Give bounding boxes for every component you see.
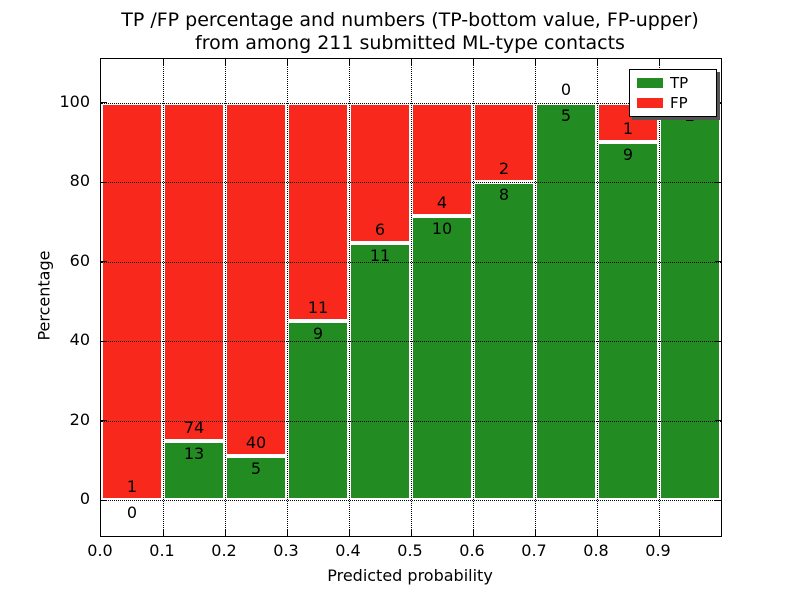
right-tick — [715, 420, 721, 422]
vertical-gridline — [225, 59, 226, 536]
bottom-tick — [658, 530, 660, 536]
vertical-gridline — [287, 59, 288, 536]
right-tick — [715, 340, 721, 342]
x-tick-label: 0.7 — [521, 541, 547, 560]
legend-label-tp: TP — [670, 74, 689, 92]
y-tick-label: 20 — [69, 409, 90, 429]
bottom-tick — [348, 530, 350, 536]
vertical-gridline — [535, 59, 536, 536]
top-tick — [472, 59, 474, 65]
tp-bar-segment — [163, 440, 225, 501]
vertical-gridline — [473, 59, 474, 536]
right-tick — [715, 499, 721, 501]
x-tick-label: 0.0 — [87, 541, 113, 560]
fp-swatch-icon — [637, 98, 663, 108]
bottom-tick — [534, 530, 536, 536]
fp-bar-segment — [411, 102, 473, 217]
bottom-tick — [224, 530, 226, 536]
tp-bar-segment — [287, 321, 349, 501]
fp-bar-segment — [473, 102, 535, 183]
left-tick — [101, 340, 107, 342]
vertical-gridline — [597, 59, 598, 536]
left-tick — [101, 261, 107, 263]
left-tick — [101, 499, 107, 501]
chart-title: TP /FP percentage and numbers (TP-bottom… — [100, 9, 720, 55]
top-tick — [534, 59, 536, 65]
x-tick-label: 0.1 — [149, 541, 175, 560]
x-tick-label: 0.8 — [583, 541, 609, 560]
left-tick — [101, 102, 107, 104]
x-tick-label: 0.4 — [335, 541, 361, 560]
top-tick — [410, 59, 412, 65]
plot-area: 10741340511961141028051902 TP FP — [100, 58, 722, 537]
legend-item-fp: FP — [637, 95, 709, 111]
left-tick — [101, 181, 107, 183]
vertical-gridline — [659, 59, 660, 536]
vertical-gridline — [163, 59, 164, 536]
top-tick — [162, 59, 164, 65]
fp-bar-segment — [225, 102, 287, 457]
chart-title-line2: from among 211 submitted ML-type contact… — [195, 32, 625, 54]
fp-bar-segment — [163, 102, 225, 441]
x-tick-label: 0.6 — [459, 541, 485, 560]
y-tick-label: 0 — [79, 489, 90, 509]
y-tick-label: 80 — [69, 171, 90, 191]
y-tick-label: 60 — [69, 250, 90, 270]
y-tick-label: 100 — [59, 91, 90, 111]
x-tick-label: 0.3 — [273, 541, 299, 560]
fp-bar-segment — [287, 102, 349, 322]
right-tick — [715, 102, 721, 104]
tp-swatch-icon — [637, 78, 663, 88]
y-tick-label: 40 — [69, 330, 90, 350]
y-axis-label: Percentage — [34, 250, 54, 341]
tp-bar-segment — [411, 216, 473, 501]
x-tick-label: 0.5 — [397, 541, 423, 560]
x-tick-label: 0.9 — [645, 541, 671, 560]
fp-bar-segment — [101, 102, 163, 501]
top-tick — [658, 59, 660, 65]
legend: TP FP — [629, 69, 717, 117]
legend-label-fp: FP — [670, 94, 688, 112]
top-tick — [286, 59, 288, 65]
right-tick — [715, 181, 721, 183]
tp-bar-segment — [659, 102, 721, 501]
bottom-tick — [286, 530, 288, 536]
x-tick-label: 0.2 — [211, 541, 237, 560]
right-tick — [715, 261, 721, 263]
fp-bar-segment — [349, 102, 411, 243]
fp-count-label: 0 — [560, 79, 572, 99]
vertical-gridline — [349, 59, 350, 536]
legend-item-tp: TP — [637, 75, 709, 91]
bottom-tick — [410, 530, 412, 536]
tp-bar-segment — [535, 102, 597, 501]
tp-bar-segment — [597, 142, 659, 501]
top-tick — [224, 59, 226, 65]
tp-bar-segment — [225, 456, 287, 501]
top-tick — [596, 59, 598, 65]
top-tick — [348, 59, 350, 65]
bottom-tick — [596, 530, 598, 536]
bottom-tick — [162, 530, 164, 536]
left-tick — [101, 420, 107, 422]
bottom-tick — [472, 530, 474, 536]
tp-count-label: 0 — [126, 503, 138, 523]
tp-bar-segment — [349, 243, 411, 501]
x-axis-label: Predicted probability — [327, 566, 493, 585]
vertical-gridline — [411, 59, 412, 536]
chart-title-line1: TP /FP percentage and numbers (TP-bottom… — [121, 9, 699, 31]
